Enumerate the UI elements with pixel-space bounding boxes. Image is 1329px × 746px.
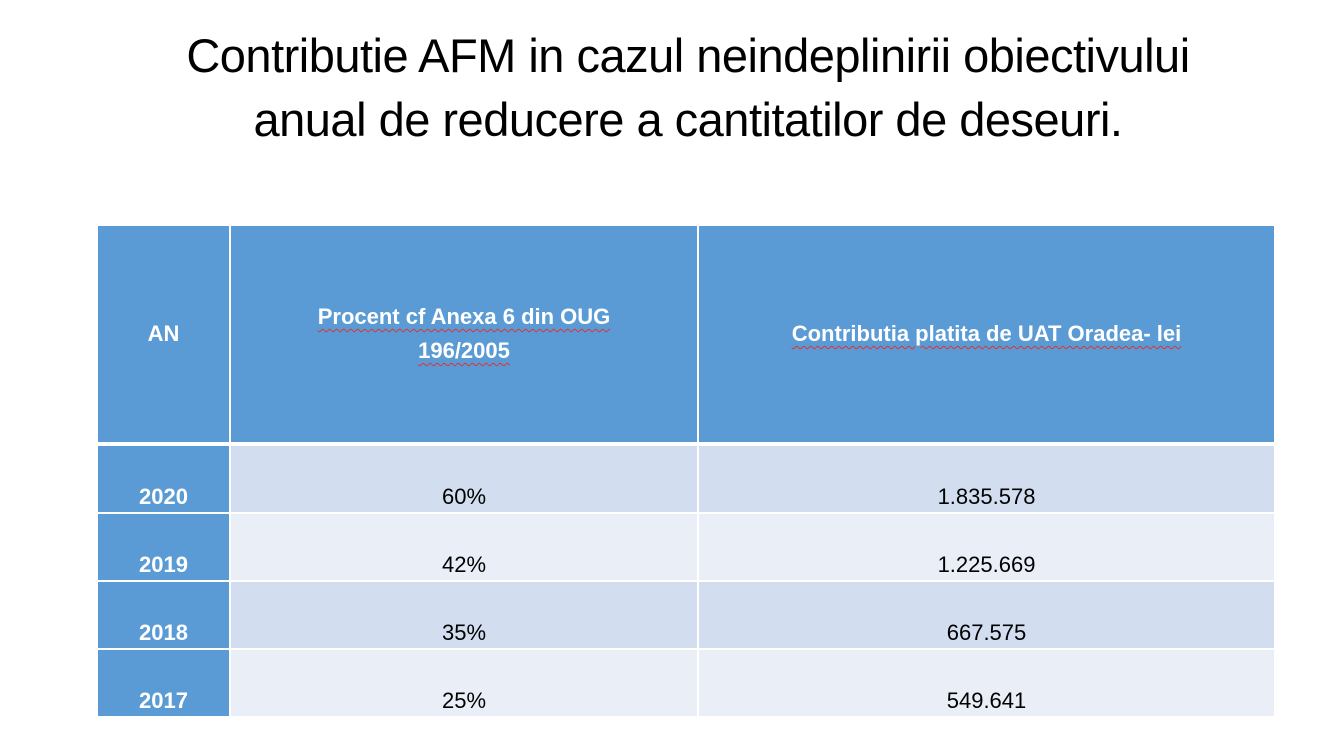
table-row: 2020 60% 1.835.578 — [96, 442, 1276, 514]
cell-amount: 1.835.578 — [697, 442, 1276, 514]
cell-year: 2019 — [96, 512, 231, 582]
header-year: AN — [96, 224, 231, 445]
slide-title: Contributie AFM in cazul neindeplinirii … — [40, 24, 1329, 152]
cell-percent: 35% — [229, 580, 699, 650]
contribution-table: AN Procent cf Anexa 6 din OUG 196/2005 C… — [96, 224, 1276, 718]
cell-amount: 667.575 — [697, 580, 1276, 650]
table-row: 2017 25% 549.641 — [96, 648, 1276, 718]
header-percent: Procent cf Anexa 6 din OUG 196/2005 — [229, 224, 699, 445]
cell-percent: 42% — [229, 512, 699, 582]
cell-amount: 1.225.669 — [697, 512, 1276, 582]
cell-year: 2020 — [96, 442, 231, 514]
title-line-2: anual de reducere a cantitatilor de dese… — [253, 93, 1123, 146]
cell-year: 2017 — [96, 648, 231, 718]
cell-year: 2018 — [96, 580, 231, 650]
cell-amount: 549.641 — [697, 648, 1276, 718]
table-header-row: AN Procent cf Anexa 6 din OUG 196/2005 C… — [96, 224, 1276, 445]
table-row: 2019 42% 1.225.669 — [96, 512, 1276, 582]
header-amount: Contributia platita de UAT Oradea- lei — [697, 224, 1276, 445]
cell-percent: 60% — [229, 442, 699, 514]
cell-percent: 25% — [229, 648, 699, 718]
table-row: 2018 35% 667.575 — [96, 580, 1276, 650]
title-line-1: Contributie AFM in cazul neindeplinirii … — [186, 29, 1190, 82]
